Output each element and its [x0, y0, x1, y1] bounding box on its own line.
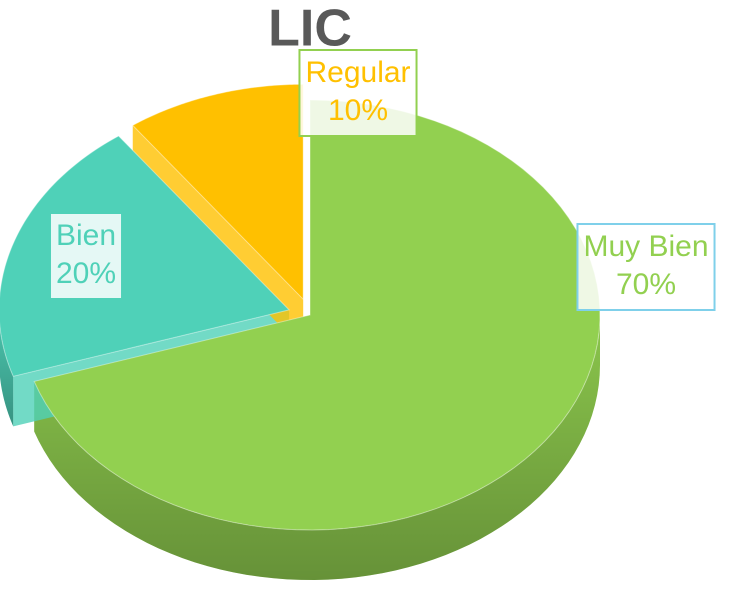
label-category: Regular	[305, 56, 410, 89]
label-category: Bien	[56, 219, 116, 252]
pie	[0, 83, 601, 580]
slice	[131, 83, 304, 301]
label-value: 70%	[616, 268, 676, 301]
data-label: Muy Bien 70%	[576, 223, 716, 311]
data-label: Bien 20%	[48, 212, 124, 300]
label-box	[48, 212, 124, 300]
chart-title: LIC	[268, 0, 352, 58]
label-box	[576, 223, 716, 311]
data-labels: Muy Bien 70% Bien 20% Regular 10%	[48, 49, 716, 311]
label-value: 20%	[56, 257, 116, 290]
label-box	[298, 49, 418, 137]
slice-side-shade	[0, 327, 14, 427]
data-label: Regular 10%	[298, 49, 418, 137]
slice-side-shade	[34, 315, 601, 580]
label-category: Muy Bien	[583, 230, 708, 263]
slice	[0, 135, 291, 377]
slice	[33, 99, 601, 531]
label-value: 10%	[328, 94, 388, 127]
